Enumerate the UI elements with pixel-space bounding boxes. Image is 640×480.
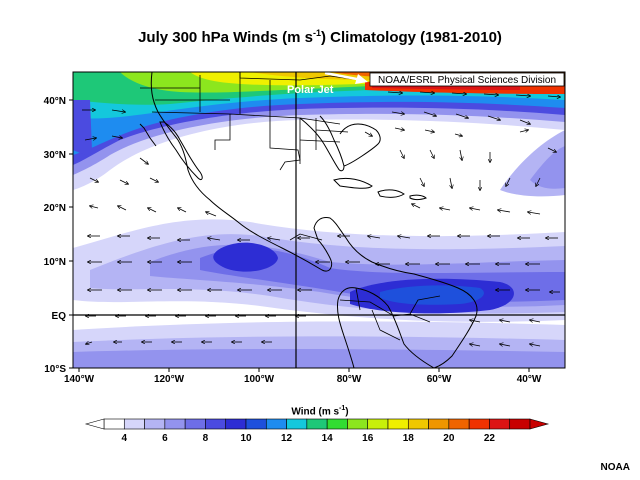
coastlines — [139, 72, 478, 368]
axis-ticks — [69, 99, 530, 372]
map-title: July 300 hPa Winds (m s-1) Climatology (… — [138, 28, 502, 46]
colorbar-swatch — [225, 418, 247, 430]
colorbar-swatch — [184, 418, 206, 430]
lon-label-80w: 80°W — [337, 374, 362, 385]
colorbar-tick-label: 8 — [203, 433, 209, 444]
colorbar-swatch — [123, 418, 145, 430]
colorbar-title: Wind (m s-1) — [291, 405, 349, 418]
colorbar-min-triangle — [84, 418, 105, 430]
colorbar-swatch — [306, 418, 328, 430]
colorbar-swatch — [326, 418, 348, 430]
colorbar-swatch — [428, 418, 450, 430]
lat-label-20n: 20°N — [44, 203, 66, 214]
colorbar-tick-label: 20 — [443, 433, 455, 444]
colorbar-swatch — [367, 418, 389, 430]
political-boundaries — [140, 72, 441, 341]
colorbar-max-triangle — [529, 418, 550, 430]
colorbar-swatch — [347, 418, 369, 430]
colorbar-tick-label: 4 — [122, 433, 128, 444]
colorbar-swatch — [286, 418, 308, 430]
colorbar-tick-label: 6 — [162, 433, 168, 444]
colorbar-swatch — [509, 418, 531, 430]
colorbar-swatch — [407, 418, 429, 430]
colorbar-tick-label: 22 — [484, 433, 496, 444]
lat-label-10n: 10°N — [44, 257, 66, 268]
colorbar-tick-label: 18 — [403, 433, 415, 444]
lat-label-40n: 40°N — [44, 96, 66, 107]
lon-label-120w: 120°W — [154, 374, 185, 385]
map-frame — [72, 71, 566, 369]
colorbar-swatch — [205, 418, 227, 430]
colorbar-swatch — [448, 418, 470, 430]
colorbar-swatch — [245, 418, 267, 430]
colorbar-swatch — [103, 418, 125, 430]
colorbar-swatch — [489, 418, 511, 430]
wind-vectors — [82, 92, 560, 346]
colorbar-swatch — [164, 418, 186, 430]
lat-label-10s: 10°S — [44, 364, 66, 375]
lon-label-60w: 60°W — [427, 374, 452, 385]
colorbar-swatch — [265, 418, 287, 430]
credit-box — [369, 72, 565, 87]
credit-text: NOAA/ESRL Physical Sciences Division — [378, 75, 556, 86]
colorbar-tick-label: 16 — [362, 433, 374, 444]
colorbar-swatch — [144, 418, 166, 430]
lon-label-140w: 140°W — [64, 374, 95, 385]
polar-jet-arrow — [324, 72, 363, 82]
colorbar: 4 6 8 10 12 14 16 18 20 22 — [84, 418, 550, 444]
footer-logo-text: NOAA — [600, 462, 630, 473]
polar-jet-label: Polar Jet — [287, 84, 334, 96]
colorbar-tick-label: 14 — [322, 433, 334, 444]
colorbar-swatch — [387, 418, 409, 430]
jet-core-eastern-pacific — [213, 242, 278, 272]
lat-label-30n: 30°N — [44, 150, 66, 161]
colorbar-tick-label: 12 — [281, 433, 293, 444]
lat-label-eq: EQ — [52, 311, 67, 322]
lon-label-40w: 40°W — [517, 374, 542, 385]
colorbar-swatch — [468, 418, 490, 430]
colorbar-tick-label: 10 — [240, 433, 252, 444]
lon-label-100w: 100°W — [244, 374, 275, 385]
